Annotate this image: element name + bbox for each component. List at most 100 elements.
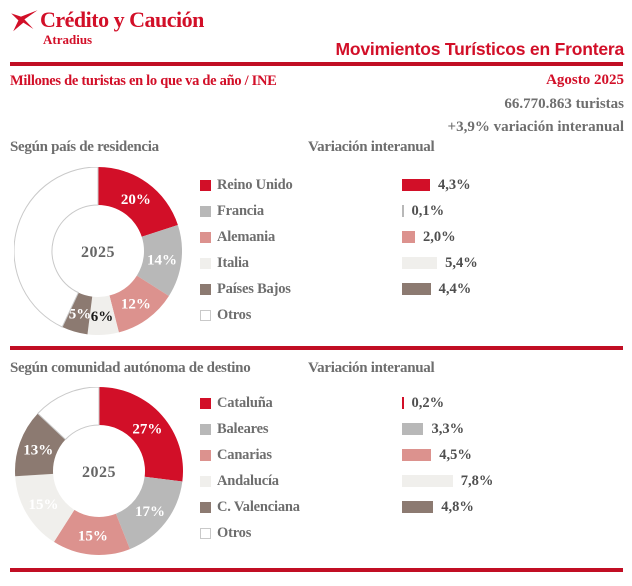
donut-chart-residence: 20% 14% 12% 6% 5% 2025 <box>13 166 183 336</box>
variation-bar-reino-unido <box>402 179 430 191</box>
legend-label-canarias: Canarias <box>217 446 272 463</box>
legend-swatch-alemania <box>200 231 211 243</box>
donut-slice-value-baleares: 17% <box>135 504 165 520</box>
variation-value-alemania: 2,0% <box>423 228 456 245</box>
donut-slice-otros <box>13 166 99 328</box>
variation-row-italia: 5,4% <box>402 250 622 276</box>
variation-value-cataluna: 0,2% <box>411 394 445 411</box>
donut-slice-value-alemania: 12% <box>121 297 151 313</box>
variation-bar-cataluna <box>402 397 404 409</box>
donut-center-year: 2025 <box>81 244 115 261</box>
donut-slice-cataluna <box>99 387 184 482</box>
legend-label-otros: Otros <box>217 306 252 323</box>
legend-label-otros: Otros <box>217 524 252 541</box>
variation-value-baleares: 3,3% <box>431 420 465 437</box>
variation-value-c-valenciana: 4,8% <box>441 498 474 515</box>
section-divider <box>10 346 623 350</box>
variation-bar-alemania <box>402 231 415 243</box>
donut-slice-otros <box>37 386 100 441</box>
variation-value-paises-bajos: 4,4% <box>438 280 472 297</box>
donut-slice-value-canarias: 15% <box>78 529 108 545</box>
donut-slice-alemania <box>109 275 169 333</box>
footer-divider <box>10 568 623 572</box>
section1-variation-title: Variación interanual <box>308 139 435 155</box>
variation-bars-destination: 0,2% 3,3% 4,5% 7,8% 4,8% <box>402 390 622 520</box>
donut-slice-value-francia: 14% <box>147 253 177 269</box>
legend-label-cataluna: Cataluña <box>217 394 273 411</box>
donut-slice-value-andalucia: 15% <box>29 497 59 513</box>
donut-slice-c-valenciana <box>15 413 66 477</box>
section2-variation-title: Variación interanual <box>308 360 435 376</box>
source-tagline: Millones de turistas en lo que va de año… <box>10 73 277 89</box>
legend-label-baleares: Baleares <box>217 420 269 437</box>
variation-bar-francia <box>402 205 404 217</box>
legend-item-italia: Italia <box>200 250 380 276</box>
donut-slice-value-cataluna: 27% <box>132 422 162 438</box>
variation-row-canarias: 4,5% <box>402 442 622 468</box>
variation-bars-residence: 4,3% 0,1% 2,0% 5,4% 4,4% <box>402 172 622 302</box>
legend-swatch-otros <box>200 309 211 321</box>
legend-label-reino-unido: Reino Unido <box>217 176 293 193</box>
total-tourists-value: 66.770.863 turistas <box>504 96 624 112</box>
donut-slice-francia <box>136 225 183 297</box>
legend-swatch-c-valenciana <box>200 501 211 513</box>
legend-label-andalucia: Andalucía <box>217 472 279 489</box>
legend-item-canarias: Canarias <box>200 442 380 468</box>
variation-row-alemania: 2,0% <box>402 224 622 250</box>
variation-value-reino-unido: 4,3% <box>437 176 471 193</box>
variation-value-francia: 0,1% <box>411 202 445 219</box>
donut-slice-canarias <box>53 509 130 555</box>
legend-label-alemania: Alemania <box>217 228 276 245</box>
variation-row-baleares: 3,3% <box>402 416 622 442</box>
donut-slice-baleares <box>115 476 183 550</box>
variation-bar-andalucia <box>402 475 453 487</box>
brand-bird-icon <box>11 10 38 32</box>
variation-row-c-valenciana: 4,8% <box>402 494 622 520</box>
donut-slice-value-paises-bajos: 5% <box>69 306 92 322</box>
legend-item-baleares: Baleares <box>200 416 380 442</box>
legend-item-alemania: Alemania <box>200 224 380 250</box>
donut-slice-value-italia: 6% <box>91 309 114 325</box>
variation-row-reino-unido: 4,3% <box>402 172 622 198</box>
donut-slice-value-reino-unido: 20% <box>121 192 151 208</box>
legend-item-otros: Otros <box>200 520 380 546</box>
variation-value-andalucia: 7,8% <box>460 472 494 489</box>
legend-swatch-baleares <box>200 423 211 435</box>
legend-residence: Reino Unido Francia Alemania Italia Países B… <box>200 172 380 328</box>
donut-slice-paises-bajos <box>62 292 93 335</box>
legend-swatch-canarias <box>200 449 211 461</box>
legend-item-otros: Otros <box>200 302 380 328</box>
variation-bar-baleares <box>402 423 424 435</box>
variation-value-italia: 5,4% <box>445 254 478 271</box>
legend-destination: Cataluña Baleares Canarias Andalucía C. Vale… <box>200 390 380 546</box>
header-divider <box>10 62 623 66</box>
variation-value-canarias: 4,5% <box>439 446 472 463</box>
section2-title: Según comunidad autónoma de destino <box>10 360 251 376</box>
legend-swatch-andalucia <box>200 475 211 487</box>
legend-label-c-valenciana: C. Valenciana <box>217 498 300 515</box>
legend-item-paises-bajos: Países Bajos <box>200 276 380 302</box>
variation-bar-canarias <box>402 449 432 461</box>
variation-row-paises-bajos: 4,4% <box>402 276 622 302</box>
legend-swatch-italia <box>200 257 211 269</box>
legend-label-italia: Italia <box>217 254 249 271</box>
legend-label-paises-bajos: Países Bajos <box>217 280 291 297</box>
legend-swatch-cataluna <box>200 397 211 409</box>
variation-row-cataluna: 0,2% <box>402 390 622 416</box>
legend-item-cataluna: Cataluña <box>200 390 380 416</box>
kpi-block: Agosto 2025 66.770.863 turistas +3,9% va… <box>448 72 624 142</box>
section1-title: Según país de residencia <box>10 139 159 155</box>
legend-swatch-francia <box>200 205 211 217</box>
legend-swatch-paises-bajos <box>200 283 211 295</box>
legend-swatch-otros <box>200 527 211 539</box>
donut-chart-destination: 27% 17% 15% 15% 13% 2025 <box>15 386 184 555</box>
donut-slice-andalucia <box>15 473 75 542</box>
legend-swatch-reino-unido <box>200 179 211 191</box>
donut-center-year: 2025 <box>82 464 116 481</box>
legend-item-andalucia: Andalucía <box>200 468 380 494</box>
page-title: Movimientos Turísticos en Frontera <box>335 39 625 59</box>
yoy-variation-value: +3,9% variación interanual <box>447 119 624 135</box>
logo-subtitle: Atradius <box>43 32 93 47</box>
legend-item-francia: Francia <box>200 198 380 224</box>
